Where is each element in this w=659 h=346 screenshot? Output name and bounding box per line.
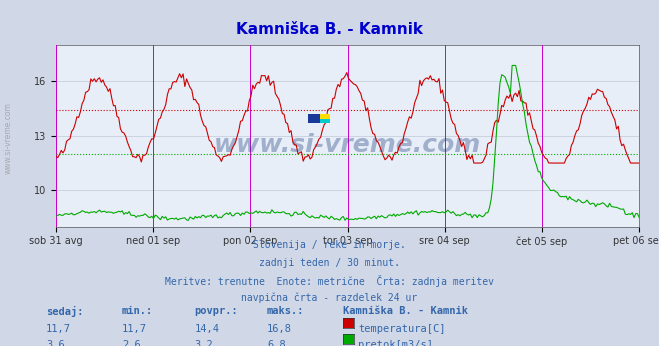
Text: zadnji teden / 30 minut.: zadnji teden / 30 minut. bbox=[259, 258, 400, 268]
Bar bbox=[320, 119, 330, 123]
Text: Kamniška B. - Kamnik: Kamniška B. - Kamnik bbox=[343, 306, 468, 316]
Text: 3,6: 3,6 bbox=[46, 340, 65, 346]
Text: www.si-vreme.com: www.si-vreme.com bbox=[214, 133, 481, 157]
Text: Meritve: trenutne  Enote: metrične  Črta: zadnja meritev: Meritve: trenutne Enote: metrične Črta: … bbox=[165, 275, 494, 287]
Text: 16,8: 16,8 bbox=[267, 324, 292, 334]
Text: 11,7: 11,7 bbox=[122, 324, 147, 334]
Text: 2,6: 2,6 bbox=[122, 340, 140, 346]
Text: navpična črta - razdelek 24 ur: navpična črta - razdelek 24 ur bbox=[241, 292, 418, 303]
Text: pretok[m3/s]: pretok[m3/s] bbox=[358, 340, 434, 346]
Text: 3,2: 3,2 bbox=[194, 340, 213, 346]
Text: Kamniška B. - Kamnik: Kamniška B. - Kamnik bbox=[236, 22, 423, 37]
Text: sedaj:: sedaj: bbox=[46, 306, 84, 317]
Text: povpr.:: povpr.: bbox=[194, 306, 238, 316]
Text: 11,7: 11,7 bbox=[46, 324, 71, 334]
Text: Slovenija / reke in morje.: Slovenija / reke in morje. bbox=[253, 240, 406, 251]
Text: temperatura[C]: temperatura[C] bbox=[358, 324, 446, 334]
Text: www.si-vreme.com: www.si-vreme.com bbox=[3, 102, 13, 174]
Bar bbox=[320, 114, 330, 119]
Text: min.:: min.: bbox=[122, 306, 153, 316]
Bar bbox=[308, 114, 320, 123]
Text: 6,8: 6,8 bbox=[267, 340, 285, 346]
Text: maks.:: maks.: bbox=[267, 306, 304, 316]
Text: 14,4: 14,4 bbox=[194, 324, 219, 334]
